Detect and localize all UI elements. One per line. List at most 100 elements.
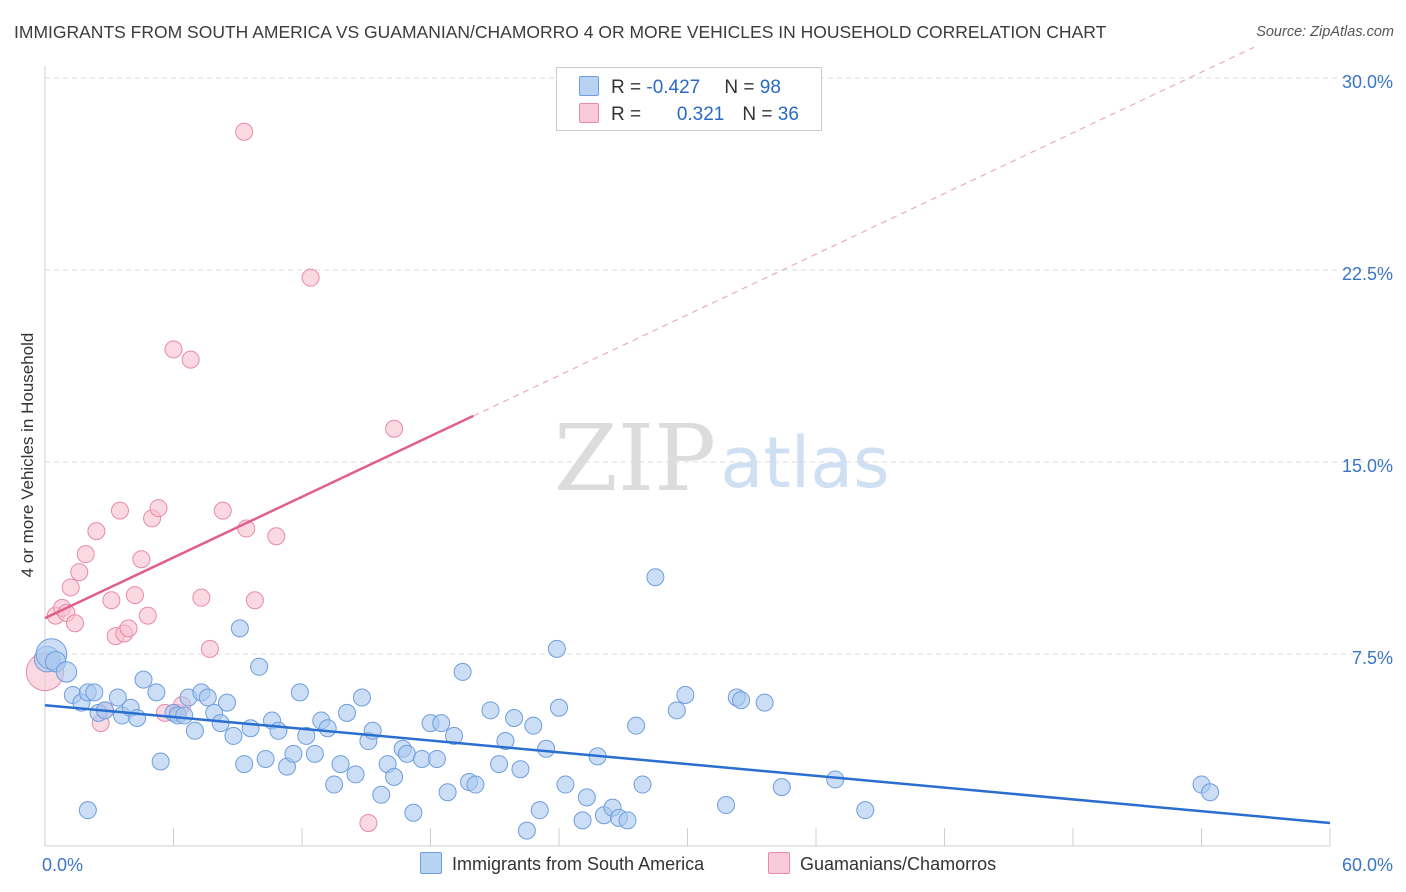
data-point xyxy=(102,591,121,610)
data-point xyxy=(211,714,230,733)
data-point xyxy=(164,340,183,359)
x-tick-label: 60.0% xyxy=(1342,855,1393,875)
data-point xyxy=(517,821,536,840)
data-point xyxy=(627,716,646,735)
bottom-legend-label: Guamanians/Chamorros xyxy=(800,854,997,874)
data-point xyxy=(573,811,592,830)
data-point xyxy=(633,775,652,794)
data-point xyxy=(61,578,80,597)
trend-lines xyxy=(44,46,1331,825)
legend-r-label: R = xyxy=(611,77,647,98)
data-point xyxy=(245,591,264,610)
data-point xyxy=(305,744,324,763)
data-point xyxy=(192,588,211,607)
data-point xyxy=(110,501,129,520)
tick-labels: 7.5% 15.0% 22.5% 30.0% 0.0% 60.0% xyxy=(42,72,1393,875)
data-point xyxy=(218,693,237,712)
data-point xyxy=(646,568,665,587)
data-point xyxy=(185,721,204,740)
data-point xyxy=(181,350,200,369)
data-point xyxy=(856,801,875,820)
data-point xyxy=(224,726,243,745)
data-point xyxy=(530,801,549,820)
data-point xyxy=(132,550,151,569)
data-point xyxy=(235,755,254,774)
y-tick-label: 15.0% xyxy=(1342,456,1393,476)
watermark-atlas: atlas xyxy=(720,422,889,504)
data-point xyxy=(466,775,485,794)
y-tick-label: 30.0% xyxy=(1342,72,1393,92)
data-point xyxy=(70,563,89,582)
bottom-legend-guamanian: Guamanians/Chamorros xyxy=(768,852,996,875)
data-point xyxy=(108,688,127,707)
data-point xyxy=(352,688,371,707)
data-point xyxy=(372,785,391,804)
data-point xyxy=(87,522,106,541)
data-point xyxy=(318,719,337,738)
data-point xyxy=(427,749,446,768)
data-point xyxy=(826,770,845,789)
blue-swatch-icon xyxy=(420,852,442,874)
bottom-legend-south-america: Immigrants from South America xyxy=(420,852,704,875)
data-point xyxy=(577,788,596,807)
legend-row-south-america: R = -0.427 N = 98 xyxy=(579,76,781,99)
chart-title: IMMIGRANTS FROM SOUTH AMERICA VS GUAMANI… xyxy=(14,22,1107,42)
data-point xyxy=(198,688,217,707)
data-point xyxy=(85,683,104,702)
legend-r-label: R = xyxy=(611,104,647,125)
pink-swatch-icon xyxy=(768,852,790,874)
y-axis-label: 4 or more Vehicles in Household xyxy=(18,332,37,578)
legend-r-value: -0.427 xyxy=(646,77,701,98)
data-point xyxy=(256,749,275,768)
data-point xyxy=(547,639,566,658)
trend-line-guamanian-extension xyxy=(473,46,1255,417)
data-point xyxy=(125,586,144,605)
data-point xyxy=(331,755,350,774)
data-point xyxy=(404,803,423,822)
legend-row-guamanian: R = 0.321 N = 36 xyxy=(579,103,799,126)
data-point xyxy=(755,693,774,712)
data-point xyxy=(230,619,249,638)
data-point xyxy=(618,811,637,830)
trend-line-guamanian xyxy=(44,414,474,620)
blue-swatch-icon xyxy=(579,76,599,96)
data-point xyxy=(297,726,316,745)
data-point xyxy=(397,744,416,763)
correlation-legend: R = -0.427 N = 98 R = 0.321 N = 36 xyxy=(556,67,822,131)
grid-lines xyxy=(45,77,1388,655)
data-point xyxy=(267,527,286,546)
data-point xyxy=(717,796,736,815)
legend-n-value: 36 xyxy=(777,104,799,125)
data-point xyxy=(250,657,269,676)
data-point xyxy=(732,691,751,710)
data-point xyxy=(505,709,524,727)
bottom-legend-label: Immigrants from South America xyxy=(452,854,705,874)
data-point xyxy=(1201,783,1220,802)
data-point xyxy=(359,813,378,832)
data-point xyxy=(772,778,791,797)
data-point xyxy=(235,122,254,141)
data-point xyxy=(556,775,575,794)
data-point xyxy=(385,767,404,786)
data-point xyxy=(290,683,309,702)
data-point xyxy=(76,545,95,564)
data-point xyxy=(537,739,556,758)
data-point xyxy=(151,752,170,771)
data-point xyxy=(438,783,457,802)
data-point xyxy=(346,765,365,784)
legend-n-value: 98 xyxy=(759,77,781,98)
source-label: Source: ZipAtlas.com xyxy=(1256,24,1394,40)
data-point xyxy=(149,499,168,518)
data-point xyxy=(138,606,157,625)
series-south-america-points xyxy=(33,568,1220,840)
watermark-zip: ZIP xyxy=(554,405,716,512)
y-tick-label: 7.5% xyxy=(1352,648,1393,668)
data-point xyxy=(412,749,431,768)
data-point xyxy=(453,662,472,681)
data-point xyxy=(676,685,695,704)
axes xyxy=(44,66,1331,847)
data-point xyxy=(134,670,153,689)
data-point xyxy=(432,714,451,733)
pink-swatch-icon xyxy=(579,103,599,123)
